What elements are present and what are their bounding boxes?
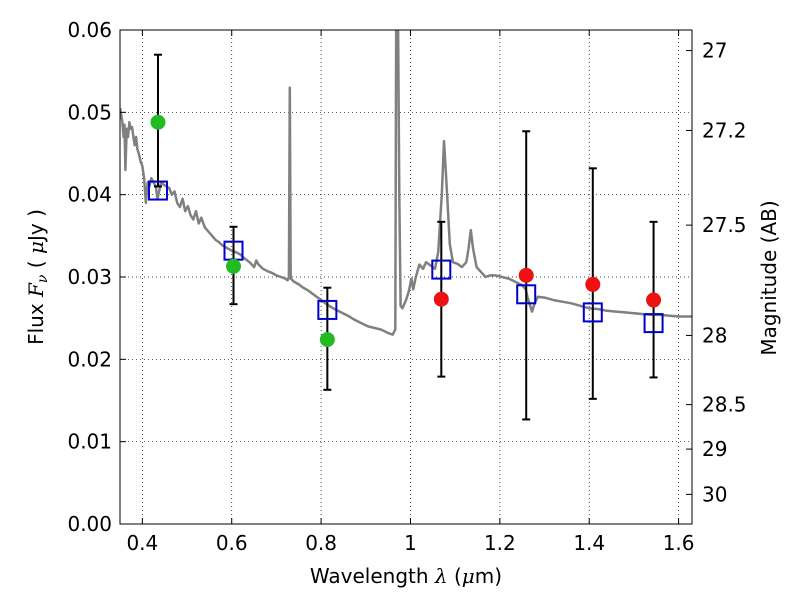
observed-point bbox=[646, 292, 662, 308]
model-point bbox=[516, 284, 537, 305]
y-tick-label: 0.04 bbox=[67, 183, 112, 207]
x-axis-ticks: 0.4 0.6 0.8 1 1.2 1.4 1.6 bbox=[126, 30, 695, 555]
y-tick-label: 0.05 bbox=[67, 100, 112, 124]
y2-tick-label: 28.5 bbox=[702, 393, 747, 417]
y2-axis-label: Magnitude (AB) bbox=[757, 200, 781, 355]
observed-point bbox=[585, 276, 601, 292]
observed-point bbox=[433, 291, 449, 307]
x-tick-label: 0.8 bbox=[305, 531, 337, 555]
model-point bbox=[431, 259, 452, 280]
y2-tick-label: 27.5 bbox=[702, 213, 747, 237]
x-tick-label: 1.2 bbox=[484, 531, 516, 555]
x-axis-label: Wavelength λ (μm) bbox=[310, 564, 502, 588]
observed-point bbox=[319, 332, 335, 348]
x-tick-label: 1.4 bbox=[573, 531, 605, 555]
model-point bbox=[643, 313, 664, 334]
x-tick-label: 1.6 bbox=[663, 531, 695, 555]
y-axis-ticks: 0.00 0.01 0.02 0.03 0.04 0.05 0.06 bbox=[67, 18, 126, 536]
observed-photometry-points bbox=[150, 114, 662, 348]
plot-frame bbox=[119, 29, 693, 525]
spectrum-line bbox=[120, 30, 692, 336]
model-point bbox=[317, 299, 338, 320]
y2-axis-ticks: 27 27.2 27.5 28 28.5 29 30 bbox=[686, 39, 747, 506]
y2-tick-label: 28 bbox=[702, 323, 727, 347]
y2-tick-label: 27 bbox=[702, 39, 727, 63]
model-photometry-points bbox=[147, 180, 664, 334]
y-tick-label: 0.02 bbox=[67, 347, 112, 371]
x-tick-label: 0.4 bbox=[126, 531, 158, 555]
observed-point bbox=[226, 258, 242, 274]
y2-tick-label: 29 bbox=[702, 437, 727, 461]
y-tick-label: 0.06 bbox=[67, 18, 112, 42]
y2-tick-label: 27.2 bbox=[702, 118, 747, 142]
y-axis-label: Flux Fν ( μJy ) bbox=[24, 209, 51, 345]
y-tick-label: 0.01 bbox=[67, 430, 112, 454]
model-point bbox=[582, 302, 603, 323]
observed-point bbox=[518, 267, 534, 283]
y-tick-label: 0.00 bbox=[67, 512, 112, 536]
model-point bbox=[147, 180, 168, 201]
model-spectrum bbox=[120, 30, 692, 336]
x-tick-label: 1 bbox=[404, 531, 417, 555]
error-bars bbox=[153, 53, 658, 421]
grid-lines bbox=[120, 29, 692, 525]
y-tick-label: 0.03 bbox=[67, 265, 112, 289]
y2-tick-label: 30 bbox=[702, 482, 727, 506]
x-tick-label: 0.6 bbox=[216, 531, 248, 555]
observed-point bbox=[150, 114, 166, 130]
